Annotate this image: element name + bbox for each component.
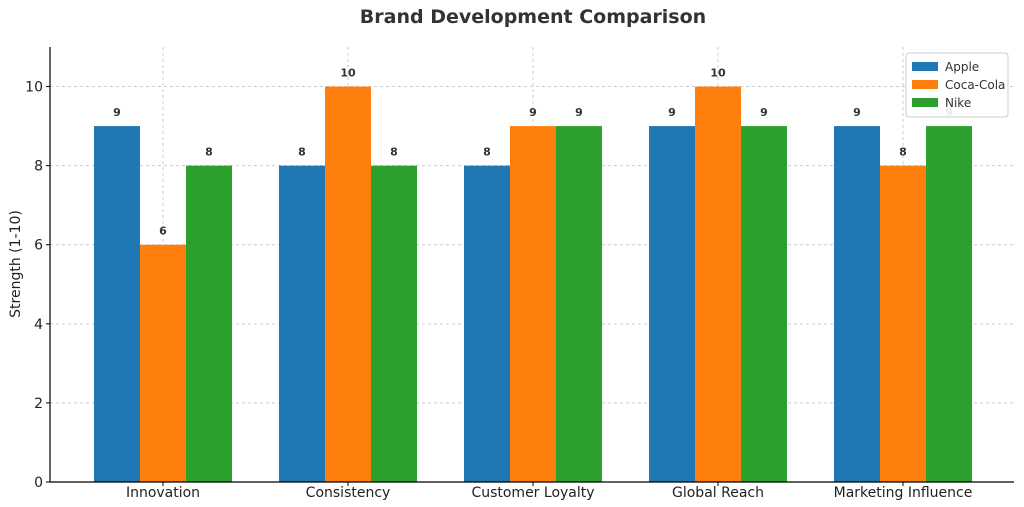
data-label-apple-consistency: 8 [298,146,306,159]
x-tick-label-innovation: Innovation [126,485,200,501]
bar-apple-innovation [94,126,140,482]
data-label-apple-marketing-influence: 9 [853,106,861,119]
data-label-nike-innovation: 8 [205,146,213,159]
x-tick-label-global-reach: Global Reach [672,485,764,501]
bar-apple-marketing-influence [834,126,880,482]
chart-title: Brand Development Comparison [360,6,706,28]
legend-swatch-nike [912,98,938,107]
legend: Apple Coca-Cola Nike [905,52,1009,118]
data-label-apple-innovation: 9 [113,106,121,119]
data-label-coca-cola-customer-loyalty: 9 [529,106,537,119]
legend-swatch-coca-cola [912,80,938,89]
bar-nike-customer-loyalty [556,126,602,482]
data-label-nike-consistency: 8 [390,146,398,159]
bar-coca-cola-customer-loyalty [510,126,556,482]
data-label-nike-customer-loyalty: 9 [575,106,583,119]
x-tick-label-marketing-influence: Marketing Influence [834,485,973,501]
bar-coca-cola-consistency [325,86,371,482]
bar-apple-customer-loyalty [464,165,510,483]
bar-coca-cola-innovation [140,244,186,482]
bar-nike-innovation [186,165,232,483]
bar-apple-consistency [279,165,325,483]
data-label-apple-global-reach: 9 [668,106,676,119]
data-label-coca-cola-global-reach: 10 [710,67,726,80]
y-tick-label: 2 [34,396,43,412]
bars [94,86,972,483]
legend-label-nike: Nike [945,96,971,110]
y-axis-label: Strength (1-10) [8,210,24,318]
legend-swatch-apple [912,62,938,71]
x-tick-label-customer-loyalty: Customer Loyalty [471,485,594,501]
legend-label-apple: Apple [945,60,979,74]
data-label-apple-customer-loyalty: 8 [483,146,491,159]
axes: 0 2 4 6 8 10 Innovation Consistency Customer Loy… [25,47,1014,501]
data-label-coca-cola-consistency: 10 [340,67,356,80]
data-label-nike-global-reach: 9 [760,106,768,119]
y-tick-label: 0 [34,475,43,491]
data-label-coca-cola-innovation: 6 [159,225,167,238]
bar-coca-cola-marketing-influence [880,165,926,483]
bar-nike-marketing-influence [926,126,972,482]
y-tick-label: 8 [34,159,43,175]
y-tick-label: 4 [34,317,43,333]
bar-apple-global-reach [649,126,695,482]
data-label-coca-cola-marketing-influence: 8 [899,146,907,159]
bar-nike-global-reach [741,126,787,482]
legend-label-coca-cola: Coca-Cola [945,78,1005,92]
y-tick-label: 6 [34,238,43,254]
bar-nike-consistency [371,165,417,483]
bar-coca-cola-global-reach [695,86,741,482]
x-tick-label-consistency: Consistency [306,485,391,501]
y-tick-label: 10 [25,80,43,96]
